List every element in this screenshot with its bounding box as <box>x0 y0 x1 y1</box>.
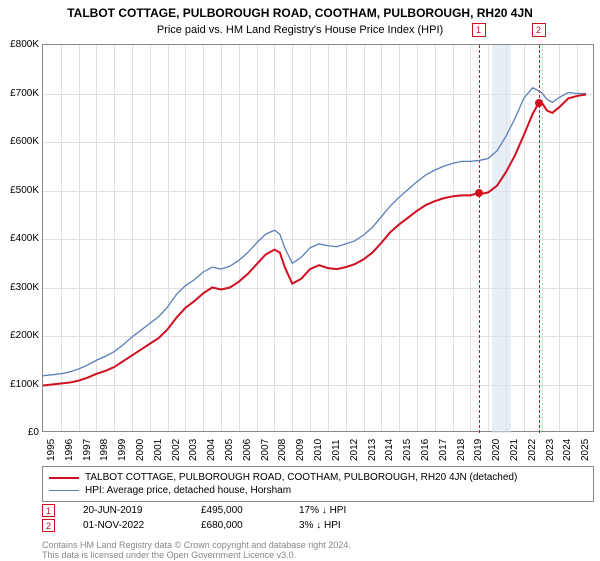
x-axis-label: 2002 <box>171 439 182 461</box>
x-axis-label: 2012 <box>349 439 360 461</box>
x-axis-label: 2009 <box>295 439 306 461</box>
x-axis-label: 2013 <box>367 439 378 461</box>
sale-date: 20-JUN-2019 <box>83 505 173 516</box>
chart-lines <box>43 45 595 433</box>
attribution: Contains HM Land Registry data © Crown c… <box>42 540 351 561</box>
y-axis-label: £300K <box>1 282 39 293</box>
x-axis-label: 2021 <box>509 439 520 461</box>
sale-date: 01-NOV-2022 <box>83 520 173 531</box>
sales-table: 1 20-JUN-2019 £495,000 17% ↓ HPI 2 01-NOV-202… <box>42 503 346 533</box>
sale-row-marker: 1 <box>42 504 55 517</box>
x-axis-label: 1998 <box>99 439 110 461</box>
sale-price: £495,000 <box>201 505 271 516</box>
legend-swatch <box>49 490 79 491</box>
y-axis-label: £0 <box>1 427 39 438</box>
x-axis-label: 2006 <box>242 439 253 461</box>
sale-diff: 17% ↓ HPI <box>299 505 346 516</box>
chart-title: TALBOT COTTAGE, PULBOROUGH ROAD, COOTHAM… <box>0 0 600 20</box>
legend: TALBOT COTTAGE, PULBOROUGH ROAD, COOTHAM… <box>42 466 594 502</box>
x-axis-label: 2014 <box>384 439 395 461</box>
y-axis-label: £800K <box>1 39 39 50</box>
sale-marker-dot <box>534 98 544 108</box>
sale-row: 2 01-NOV-2022 £680,000 3% ↓ HPI <box>42 518 346 533</box>
x-axis-label: 2022 <box>527 439 538 461</box>
attribution-line-2: This data is licensed under the Open Gov… <box>42 550 351 560</box>
x-axis-label: 2024 <box>562 439 573 461</box>
y-axis-label: £700K <box>1 88 39 99</box>
x-axis-label: 2011 <box>331 439 342 461</box>
y-axis-label: £200K <box>1 330 39 341</box>
sale-price: £680,000 <box>201 520 271 531</box>
x-axis-label: 1996 <box>64 439 75 461</box>
x-axis-label: 1995 <box>46 439 57 461</box>
sale-row: 1 20-JUN-2019 £495,000 17% ↓ HPI <box>42 503 346 518</box>
x-axis-label: 2025 <box>580 439 591 461</box>
x-axis-label: 2015 <box>402 439 413 461</box>
x-axis-label: 2000 <box>135 439 146 461</box>
x-axis-label: 2008 <box>277 439 288 461</box>
y-axis-label: £600K <box>1 136 39 147</box>
sale-row-marker: 2 <box>42 519 55 532</box>
sale-marker-box: 2 <box>532 23 546 37</box>
y-axis-label: £400K <box>1 233 39 244</box>
series-hpi <box>43 88 586 376</box>
x-axis-label: 2017 <box>438 439 449 461</box>
x-axis-label: 2010 <box>313 439 324 461</box>
chart-container: TALBOT COTTAGE, PULBOROUGH ROAD, COOTHAM… <box>0 0 600 560</box>
chart-plot-area: £0£100K£200K£300K£400K£500K£600K£700K£80… <box>42 44 594 432</box>
x-axis-label: 1997 <box>82 439 93 461</box>
sale-marker-box: 1 <box>472 23 486 37</box>
y-axis-label: £100K <box>1 379 39 390</box>
x-axis-label: 2023 <box>545 439 556 461</box>
sale-diff: 3% ↓ HPI <box>299 520 341 531</box>
y-axis-label: £500K <box>1 185 39 196</box>
x-axis-label: 1999 <box>117 439 128 461</box>
legend-row: TALBOT COTTAGE, PULBOROUGH ROAD, COOTHAM… <box>49 471 587 484</box>
sale-marker-dot <box>474 188 484 198</box>
x-axis-label: 2019 <box>473 439 484 461</box>
x-axis-label: 2020 <box>491 439 502 461</box>
x-axis-label: 2005 <box>224 439 235 461</box>
attribution-line-1: Contains HM Land Registry data © Crown c… <box>42 540 351 550</box>
x-axis-label: 2004 <box>206 439 217 461</box>
x-axis-label: 2003 <box>188 439 199 461</box>
x-axis-label: 2007 <box>260 439 271 461</box>
x-axis-label: 2016 <box>420 439 431 461</box>
legend-swatch <box>49 477 79 479</box>
legend-label: HPI: Average price, detached house, Hors… <box>85 485 291 496</box>
x-axis-label: 2001 <box>153 439 164 461</box>
chart-subtitle: Price paid vs. HM Land Registry's House … <box>0 20 600 36</box>
x-axis-label: 2018 <box>456 439 467 461</box>
legend-label: TALBOT COTTAGE, PULBOROUGH ROAD, COOTHAM… <box>85 472 517 483</box>
legend-row: HPI: Average price, detached house, Hors… <box>49 484 587 497</box>
